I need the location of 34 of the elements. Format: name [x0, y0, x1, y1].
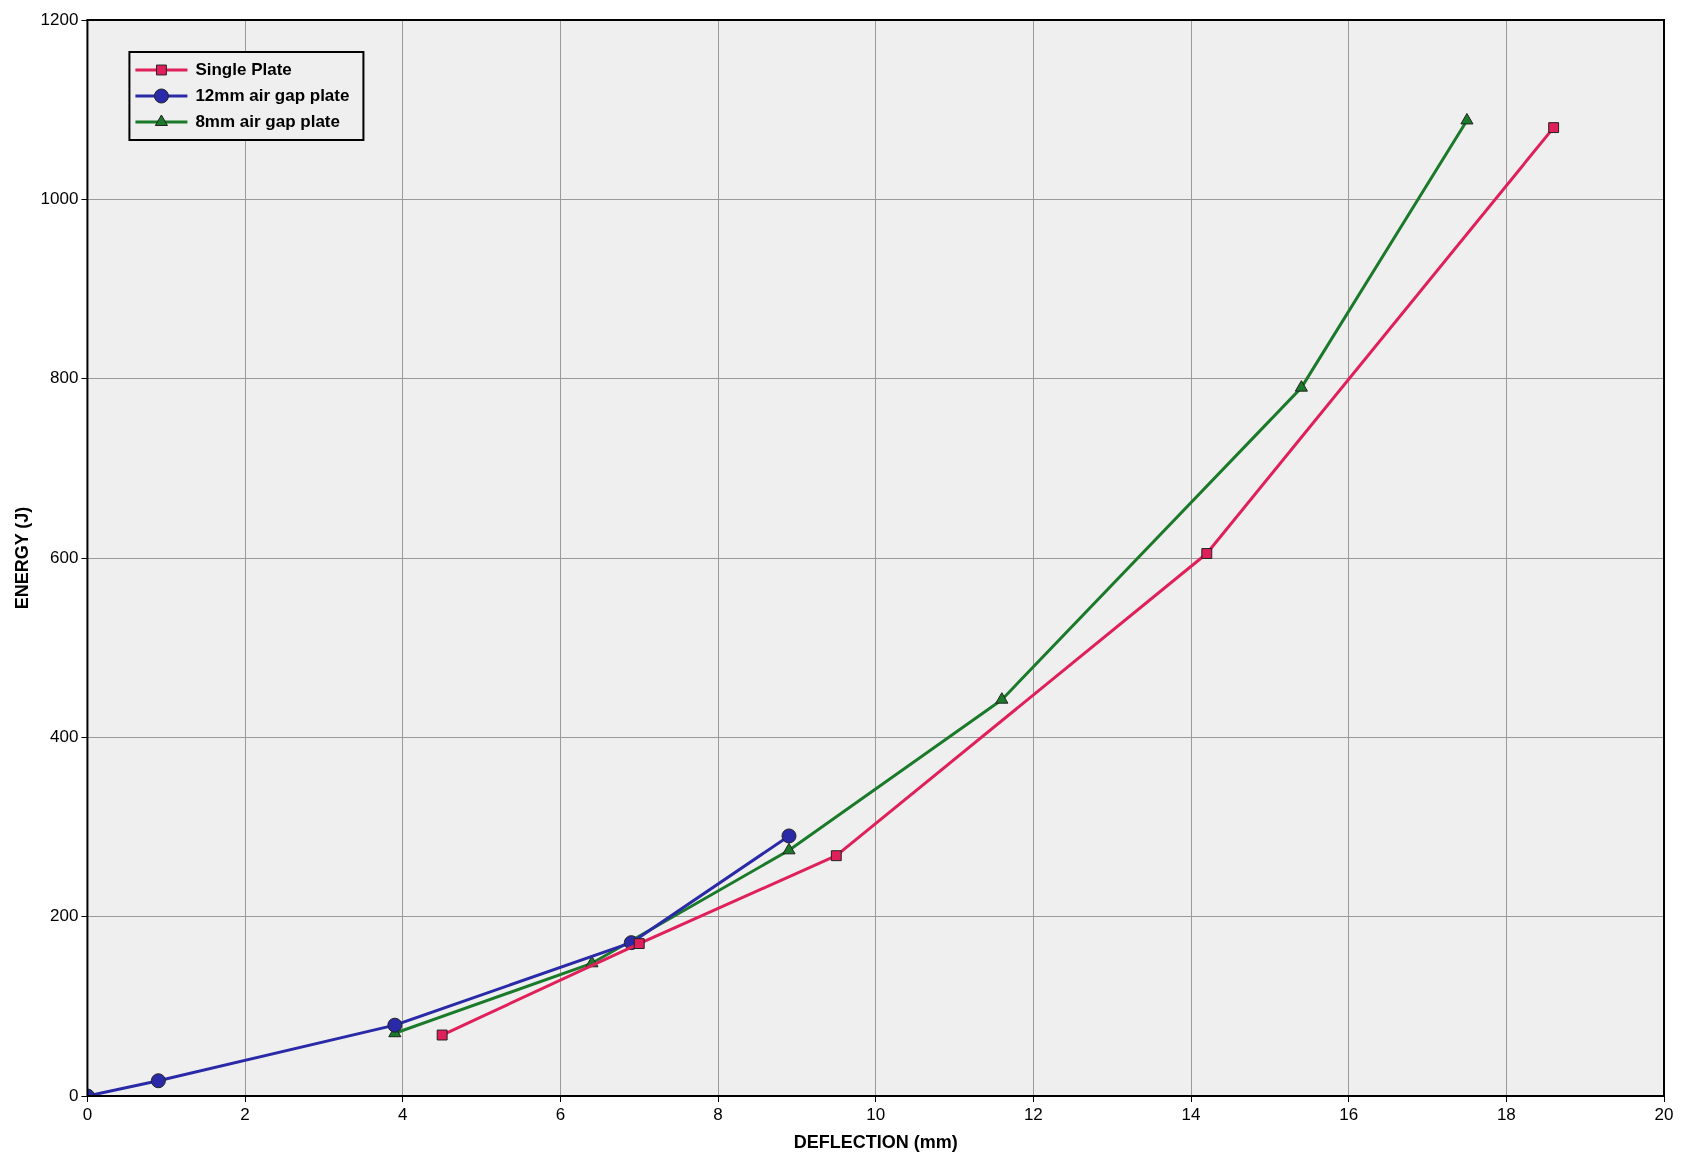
x-tick-label: 4 [398, 1104, 408, 1124]
y-axis-title: ENERGY (J) [11, 506, 32, 610]
y-tick-label: 0 [68, 1085, 79, 1105]
point [830, 850, 842, 862]
x-tick-label: 20 [1654, 1104, 1674, 1124]
point [1294, 380, 1308, 392]
x-tick-label: 16 [1339, 1104, 1359, 1124]
legend-label: Single Plate [195, 59, 292, 79]
x-tick-label: 14 [1181, 1104, 1201, 1124]
point [995, 692, 1009, 704]
point [782, 842, 796, 855]
point [150, 1073, 166, 1089]
x-tick-label: 18 [1496, 1104, 1516, 1124]
y-tick-label: 600 [50, 547, 79, 567]
y-tick-label: 400 [50, 727, 79, 747]
y-tick-label: 200 [50, 906, 79, 926]
point [781, 828, 797, 844]
point [1201, 548, 1213, 559]
x-axis-title: DEFLECTION (mm) [793, 1132, 958, 1153]
y-tick-label: 1200 [40, 9, 79, 29]
x-tick-label: 0 [82, 1104, 93, 1124]
x-tick-label: 10 [866, 1104, 886, 1124]
x-tick-label: 12 [1023, 1104, 1043, 1124]
y-tick-label: 800 [50, 368, 79, 388]
x-tick-label: 6 [555, 1104, 566, 1124]
point [633, 938, 645, 950]
x-tick-label: 8 [713, 1104, 723, 1124]
point [387, 1017, 403, 1033]
legend-label: 8mm air gap plate [195, 111, 340, 131]
point [1460, 112, 1474, 125]
legend-label: 12mm air gap plate [195, 85, 350, 105]
point [436, 1029, 448, 1041]
y-tick-label: 1000 [40, 189, 79, 209]
x-tick-label: 2 [240, 1104, 250, 1124]
